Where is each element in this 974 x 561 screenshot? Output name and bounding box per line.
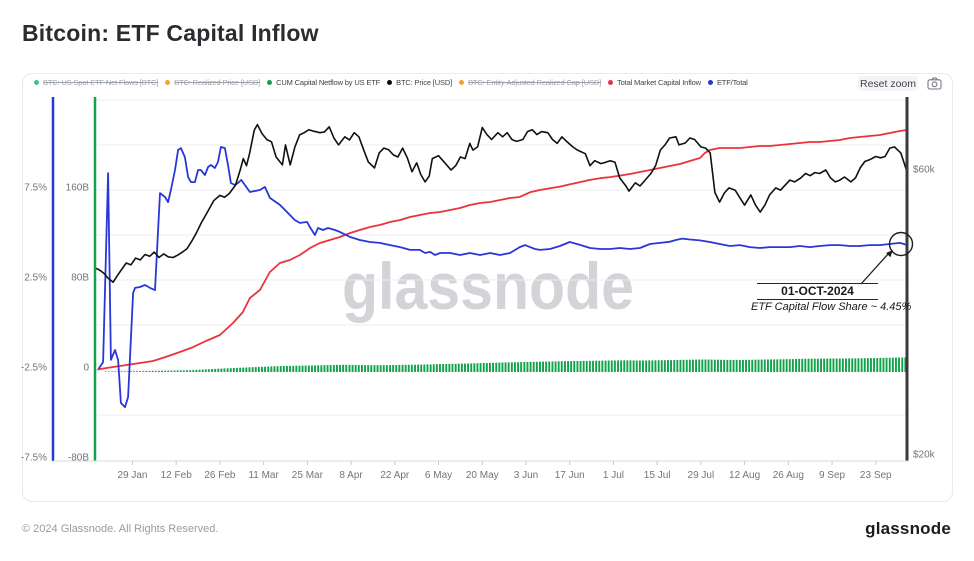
legend-dot-icon bbox=[459, 80, 465, 85]
etf-total-line bbox=[98, 146, 908, 408]
billions-axis-tick: 160B bbox=[65, 182, 89, 194]
legend-label: Total Market Capital Inflow bbox=[617, 78, 701, 87]
annotation-text: ETF Capital Flow Share ~ 4.45% bbox=[751, 301, 912, 313]
x-axis-tick: 12 Feb bbox=[160, 470, 192, 481]
billions-axis-tick: 0 bbox=[83, 362, 89, 374]
watermark: glassnode bbox=[342, 249, 634, 323]
annotation-label: 01-OCT-2024 ETF Capital Flow Share ~ 4.4… bbox=[751, 283, 911, 313]
legend-dot-icon bbox=[165, 80, 171, 85]
legend-label: BTC: Realized Price [USD] bbox=[174, 78, 261, 87]
axis-lines bbox=[51, 97, 909, 465]
legend-item[interactable]: CUM Capital Netflow by US ETF bbox=[267, 78, 380, 87]
legend-label: BTC: Entity-Adjusted Realized Cap [USD] bbox=[468, 78, 602, 87]
chart-legend: BTC: US Spot ETF Net Flows [BTC] BTC: Rea… bbox=[34, 78, 748, 87]
legend-dot-icon bbox=[707, 80, 713, 85]
x-axis-tick: 17 Jun bbox=[554, 470, 585, 481]
x-axis-tick: 25 Mar bbox=[291, 470, 323, 481]
legend-item[interactable]: BTC: Realized Price [USD] bbox=[165, 78, 260, 87]
x-axis-tick: 12 Aug bbox=[729, 470, 761, 481]
btc-price-line bbox=[94, 123, 908, 283]
legend-label: CUM Capital Netflow by US ETF bbox=[276, 78, 381, 87]
legend-dot-icon bbox=[608, 80, 614, 85]
x-axis-tick: 22 Apr bbox=[380, 470, 410, 481]
x-axis-tick: 8 Apr bbox=[339, 470, 363, 481]
annotation-arrow-head bbox=[886, 250, 893, 258]
percent-axis-tick: 7.5% bbox=[24, 182, 47, 194]
reset-zoom-button[interactable]: Reset zoom bbox=[858, 76, 918, 91]
annotation-arrow-line bbox=[860, 252, 890, 285]
x-axis-tick: 29 Jul bbox=[687, 470, 715, 481]
glassnode-logo: glassnode bbox=[865, 519, 951, 538]
x-axis-tick: 15 Jul bbox=[643, 470, 671, 481]
x-axis-tick: 1 Jul bbox=[602, 470, 624, 481]
legend-dot-icon bbox=[387, 80, 393, 85]
x-axis-tick: 26 Aug bbox=[772, 470, 804, 481]
billions-axis-tick: 80B bbox=[71, 272, 89, 284]
cum-netflow-bars bbox=[104, 357, 907, 373]
x-axis-tick: 20 May bbox=[465, 470, 499, 481]
legend-label: BTC: Price [USD] bbox=[396, 78, 453, 87]
percent-axis-tick: -2.5% bbox=[20, 362, 47, 374]
legend-item[interactable]: BTC: Price [USD] bbox=[387, 78, 452, 87]
legend-dot-icon bbox=[34, 80, 39, 85]
percent-axis-tick: 2.5% bbox=[24, 272, 47, 284]
annotation-circle bbox=[888, 231, 914, 257]
total-market-capital-inflow-line bbox=[97, 129, 908, 371]
copyright-text: © 2024 Glassnode. All Rights Reserved. bbox=[22, 523, 219, 535]
x-axis-tick: 29 Jan bbox=[117, 470, 148, 481]
x-axis-tick: 6 May bbox=[424, 470, 453, 481]
page-title: Bitcoin: ETF Capital Inflow bbox=[22, 20, 319, 46]
legend-item[interactable]: BTC: US Spot ETF Net Flows [BTC] bbox=[34, 78, 158, 87]
x-axis-tick: 26 Feb bbox=[204, 470, 236, 481]
x-axis-tick: 3 Jun bbox=[513, 470, 539, 481]
legend-label: ETF/Total bbox=[716, 78, 748, 87]
legend-label: BTC: US Spot ETF Net Flows [BTC] bbox=[43, 78, 159, 87]
price-axis-tick: $20k bbox=[913, 449, 935, 461]
billions-axis-tick: -80B bbox=[67, 452, 89, 464]
legend-item[interactable]: Total Market Capital Inflow bbox=[608, 78, 701, 87]
annotation-graphics bbox=[860, 231, 914, 285]
percent-axis-tick: -7.5% bbox=[20, 452, 47, 464]
price-axis-tick: $60k bbox=[913, 164, 935, 176]
x-axis-tick: 23 Sep bbox=[859, 470, 892, 481]
legend-item[interactable]: BTC: Entity-Adjusted Realized Cap [USD] bbox=[459, 78, 601, 87]
legend-dot-icon bbox=[267, 80, 273, 85]
camera-icon[interactable] bbox=[927, 77, 942, 90]
annotation-date: 01-OCT-2024 bbox=[757, 283, 878, 300]
legend-item[interactable]: ETF/Total bbox=[707, 78, 748, 87]
x-axis-tick: 9 Sep bbox=[818, 470, 846, 481]
x-axis-tick: 11 Mar bbox=[248, 470, 279, 481]
